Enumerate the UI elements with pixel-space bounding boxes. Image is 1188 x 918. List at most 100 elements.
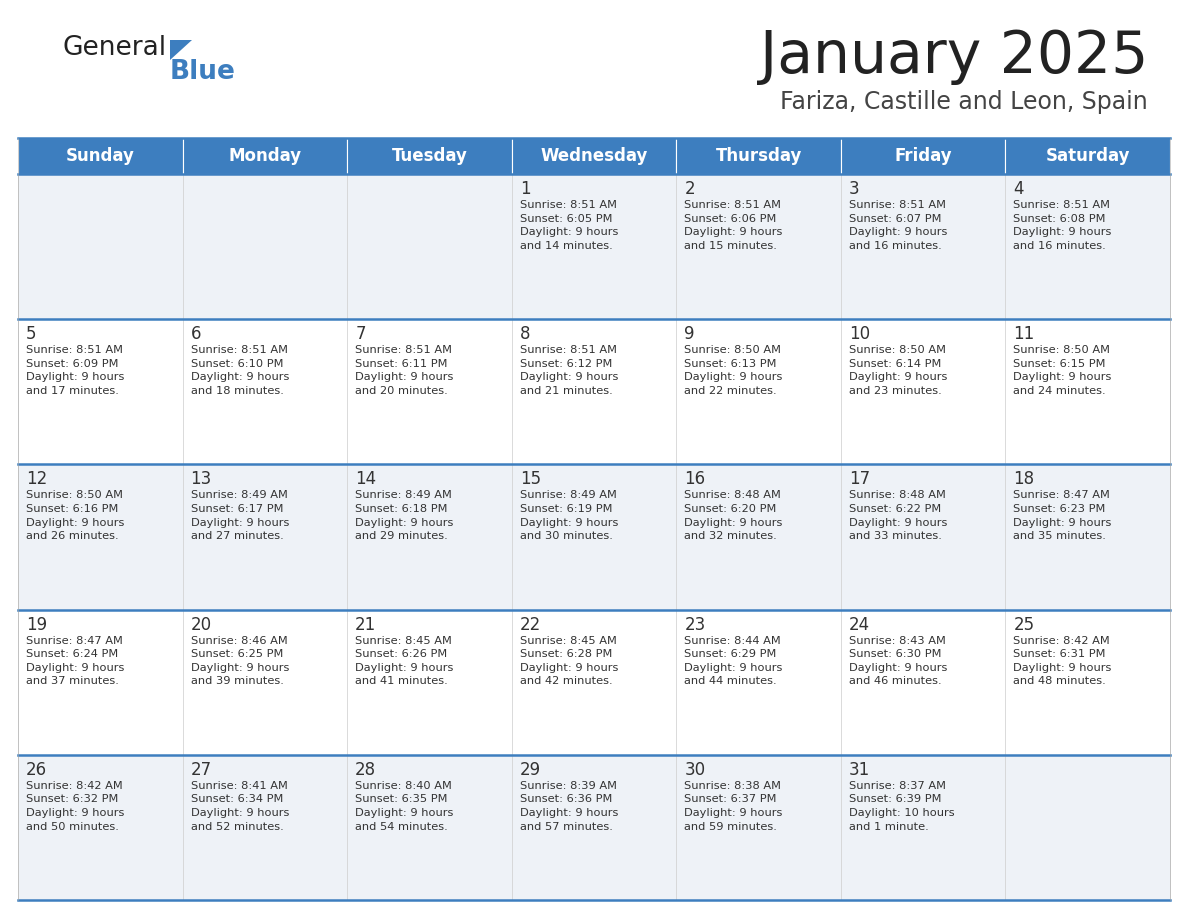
Text: Sunrise: 8:51 AM
Sunset: 6:09 PM
Daylight: 9 hours
and 17 minutes.: Sunrise: 8:51 AM Sunset: 6:09 PM Dayligh… bbox=[26, 345, 125, 396]
Text: Sunrise: 8:49 AM
Sunset: 6:17 PM
Daylight: 9 hours
and 27 minutes.: Sunrise: 8:49 AM Sunset: 6:17 PM Dayligh… bbox=[190, 490, 289, 542]
Bar bbox=[347, 755, 512, 900]
Text: 18: 18 bbox=[1013, 470, 1035, 488]
Text: 10: 10 bbox=[849, 325, 870, 343]
Bar bbox=[676, 465, 841, 610]
Text: Sunrise: 8:51 AM
Sunset: 6:12 PM
Daylight: 9 hours
and 21 minutes.: Sunrise: 8:51 AM Sunset: 6:12 PM Dayligh… bbox=[519, 345, 618, 396]
Bar bbox=[512, 319, 676, 465]
Bar bbox=[676, 755, 841, 900]
Text: 28: 28 bbox=[355, 761, 377, 778]
Text: Sunrise: 8:50 AM
Sunset: 6:16 PM
Daylight: 9 hours
and 26 minutes.: Sunrise: 8:50 AM Sunset: 6:16 PM Dayligh… bbox=[26, 490, 125, 542]
Text: 12: 12 bbox=[26, 470, 48, 488]
Bar bbox=[841, 755, 1005, 900]
Text: 17: 17 bbox=[849, 470, 870, 488]
Bar bbox=[512, 174, 676, 319]
Bar bbox=[1005, 610, 1170, 755]
Bar bbox=[347, 138, 512, 174]
Text: Sunrise: 8:48 AM
Sunset: 6:22 PM
Daylight: 9 hours
and 33 minutes.: Sunrise: 8:48 AM Sunset: 6:22 PM Dayligh… bbox=[849, 490, 947, 542]
Text: Sunrise: 8:50 AM
Sunset: 6:15 PM
Daylight: 9 hours
and 24 minutes.: Sunrise: 8:50 AM Sunset: 6:15 PM Dayligh… bbox=[1013, 345, 1112, 396]
Text: Saturday: Saturday bbox=[1045, 147, 1130, 165]
Text: Sunrise: 8:44 AM
Sunset: 6:29 PM
Daylight: 9 hours
and 44 minutes.: Sunrise: 8:44 AM Sunset: 6:29 PM Dayligh… bbox=[684, 635, 783, 687]
Text: 27: 27 bbox=[190, 761, 211, 778]
Text: Sunrise: 8:45 AM
Sunset: 6:28 PM
Daylight: 9 hours
and 42 minutes.: Sunrise: 8:45 AM Sunset: 6:28 PM Dayligh… bbox=[519, 635, 618, 687]
Text: Sunrise: 8:39 AM
Sunset: 6:36 PM
Daylight: 9 hours
and 57 minutes.: Sunrise: 8:39 AM Sunset: 6:36 PM Dayligh… bbox=[519, 781, 618, 832]
Text: 5: 5 bbox=[26, 325, 37, 343]
Bar bbox=[18, 755, 183, 900]
Text: 2: 2 bbox=[684, 180, 695, 198]
Bar bbox=[1005, 319, 1170, 465]
Text: 23: 23 bbox=[684, 616, 706, 633]
Text: Sunrise: 8:49 AM
Sunset: 6:18 PM
Daylight: 9 hours
and 29 minutes.: Sunrise: 8:49 AM Sunset: 6:18 PM Dayligh… bbox=[355, 490, 454, 542]
Bar bbox=[841, 465, 1005, 610]
Text: 14: 14 bbox=[355, 470, 377, 488]
Bar bbox=[347, 465, 512, 610]
Bar bbox=[18, 465, 183, 610]
Text: Sunrise: 8:48 AM
Sunset: 6:20 PM
Daylight: 9 hours
and 32 minutes.: Sunrise: 8:48 AM Sunset: 6:20 PM Dayligh… bbox=[684, 490, 783, 542]
Text: General: General bbox=[62, 35, 166, 61]
Text: 4: 4 bbox=[1013, 180, 1024, 198]
Bar bbox=[347, 319, 512, 465]
Text: Sunrise: 8:47 AM
Sunset: 6:24 PM
Daylight: 9 hours
and 37 minutes.: Sunrise: 8:47 AM Sunset: 6:24 PM Dayligh… bbox=[26, 635, 125, 687]
Text: Monday: Monday bbox=[228, 147, 302, 165]
Text: Blue: Blue bbox=[170, 59, 236, 85]
Bar bbox=[841, 174, 1005, 319]
Text: 15: 15 bbox=[519, 470, 541, 488]
Bar bbox=[676, 319, 841, 465]
Text: Sunrise: 8:51 AM
Sunset: 6:11 PM
Daylight: 9 hours
and 20 minutes.: Sunrise: 8:51 AM Sunset: 6:11 PM Dayligh… bbox=[355, 345, 454, 396]
Text: 13: 13 bbox=[190, 470, 211, 488]
Bar bbox=[1005, 465, 1170, 610]
Text: Sunrise: 8:51 AM
Sunset: 6:06 PM
Daylight: 9 hours
and 15 minutes.: Sunrise: 8:51 AM Sunset: 6:06 PM Dayligh… bbox=[684, 200, 783, 251]
Text: Sunrise: 8:40 AM
Sunset: 6:35 PM
Daylight: 9 hours
and 54 minutes.: Sunrise: 8:40 AM Sunset: 6:35 PM Dayligh… bbox=[355, 781, 454, 832]
Bar bbox=[18, 174, 183, 319]
Bar bbox=[841, 319, 1005, 465]
Text: Friday: Friday bbox=[895, 147, 952, 165]
Text: Sunrise: 8:42 AM
Sunset: 6:32 PM
Daylight: 9 hours
and 50 minutes.: Sunrise: 8:42 AM Sunset: 6:32 PM Dayligh… bbox=[26, 781, 125, 832]
Bar bbox=[676, 610, 841, 755]
Bar bbox=[841, 138, 1005, 174]
Text: 16: 16 bbox=[684, 470, 706, 488]
Bar bbox=[18, 319, 183, 465]
Text: Sunrise: 8:50 AM
Sunset: 6:13 PM
Daylight: 9 hours
and 22 minutes.: Sunrise: 8:50 AM Sunset: 6:13 PM Dayligh… bbox=[684, 345, 783, 396]
Text: Thursday: Thursday bbox=[715, 147, 802, 165]
Text: 9: 9 bbox=[684, 325, 695, 343]
Text: 1: 1 bbox=[519, 180, 530, 198]
Text: 7: 7 bbox=[355, 325, 366, 343]
Text: 31: 31 bbox=[849, 761, 870, 778]
Bar bbox=[183, 465, 347, 610]
Bar bbox=[18, 610, 183, 755]
Text: January 2025: January 2025 bbox=[759, 28, 1148, 85]
Bar bbox=[18, 138, 183, 174]
Text: Sunrise: 8:51 AM
Sunset: 6:07 PM
Daylight: 9 hours
and 16 minutes.: Sunrise: 8:51 AM Sunset: 6:07 PM Dayligh… bbox=[849, 200, 947, 251]
Text: Sunrise: 8:51 AM
Sunset: 6:10 PM
Daylight: 9 hours
and 18 minutes.: Sunrise: 8:51 AM Sunset: 6:10 PM Dayligh… bbox=[190, 345, 289, 396]
Polygon shape bbox=[170, 40, 192, 60]
Bar bbox=[1005, 174, 1170, 319]
Text: 19: 19 bbox=[26, 616, 48, 633]
Text: Sunrise: 8:51 AM
Sunset: 6:08 PM
Daylight: 9 hours
and 16 minutes.: Sunrise: 8:51 AM Sunset: 6:08 PM Dayligh… bbox=[1013, 200, 1112, 251]
Text: 25: 25 bbox=[1013, 616, 1035, 633]
Text: 29: 29 bbox=[519, 761, 541, 778]
Text: 8: 8 bbox=[519, 325, 530, 343]
Text: Sunrise: 8:49 AM
Sunset: 6:19 PM
Daylight: 9 hours
and 30 minutes.: Sunrise: 8:49 AM Sunset: 6:19 PM Dayligh… bbox=[519, 490, 618, 542]
Bar bbox=[1005, 138, 1170, 174]
Text: Sunrise: 8:37 AM
Sunset: 6:39 PM
Daylight: 10 hours
and 1 minute.: Sunrise: 8:37 AM Sunset: 6:39 PM Dayligh… bbox=[849, 781, 954, 832]
Bar bbox=[512, 138, 676, 174]
Text: Sunrise: 8:45 AM
Sunset: 6:26 PM
Daylight: 9 hours
and 41 minutes.: Sunrise: 8:45 AM Sunset: 6:26 PM Dayligh… bbox=[355, 635, 454, 687]
Bar bbox=[676, 138, 841, 174]
Text: Sunrise: 8:51 AM
Sunset: 6:05 PM
Daylight: 9 hours
and 14 minutes.: Sunrise: 8:51 AM Sunset: 6:05 PM Dayligh… bbox=[519, 200, 618, 251]
Text: Sunrise: 8:41 AM
Sunset: 6:34 PM
Daylight: 9 hours
and 52 minutes.: Sunrise: 8:41 AM Sunset: 6:34 PM Dayligh… bbox=[190, 781, 289, 832]
Text: Sunrise: 8:50 AM
Sunset: 6:14 PM
Daylight: 9 hours
and 23 minutes.: Sunrise: 8:50 AM Sunset: 6:14 PM Dayligh… bbox=[849, 345, 947, 396]
Bar bbox=[347, 610, 512, 755]
Text: 30: 30 bbox=[684, 761, 706, 778]
Text: Wednesday: Wednesday bbox=[541, 147, 647, 165]
Text: Tuesday: Tuesday bbox=[392, 147, 467, 165]
Bar bbox=[512, 755, 676, 900]
Text: 3: 3 bbox=[849, 180, 859, 198]
Bar bbox=[841, 610, 1005, 755]
Text: Sunrise: 8:47 AM
Sunset: 6:23 PM
Daylight: 9 hours
and 35 minutes.: Sunrise: 8:47 AM Sunset: 6:23 PM Dayligh… bbox=[1013, 490, 1112, 542]
Bar bbox=[183, 755, 347, 900]
Text: Sunrise: 8:38 AM
Sunset: 6:37 PM
Daylight: 9 hours
and 59 minutes.: Sunrise: 8:38 AM Sunset: 6:37 PM Dayligh… bbox=[684, 781, 783, 832]
Bar bbox=[347, 174, 512, 319]
Bar bbox=[512, 465, 676, 610]
Text: Sunrise: 8:46 AM
Sunset: 6:25 PM
Daylight: 9 hours
and 39 minutes.: Sunrise: 8:46 AM Sunset: 6:25 PM Dayligh… bbox=[190, 635, 289, 687]
Text: Sunday: Sunday bbox=[65, 147, 134, 165]
Bar bbox=[183, 174, 347, 319]
